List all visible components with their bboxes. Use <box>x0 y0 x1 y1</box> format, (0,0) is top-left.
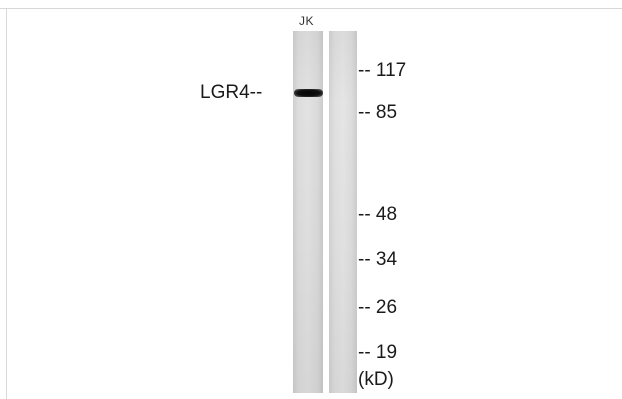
blot-lane-jk <box>293 31 323 393</box>
blot-lane-control <box>329 31 357 393</box>
frame-left-border <box>6 8 7 399</box>
marker-117: -- 117 <box>358 60 407 81</box>
marker-26: -- 26 <box>358 297 398 318</box>
protein-label: LGR4-- <box>200 82 263 103</box>
lane-shading <box>329 31 357 393</box>
lane-label: JK <box>299 14 315 28</box>
unit-label: (kD) <box>358 369 394 390</box>
marker-19: -- 19 <box>358 342 398 363</box>
marker-34: -- 34 <box>358 249 398 270</box>
lane-shading <box>293 31 323 393</box>
marker-85: -- 85 <box>358 102 398 123</box>
marker-48: -- 48 <box>358 204 398 225</box>
frame-top-border <box>0 8 622 9</box>
protein-band-lgr4 <box>294 89 323 97</box>
